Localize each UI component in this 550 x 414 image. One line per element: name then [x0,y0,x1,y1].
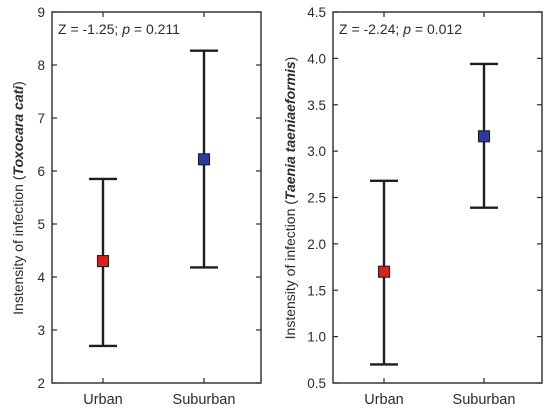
y-tick-label: 2 [37,376,45,391]
panel-taenia: Instensity of infection (Taenia taeniaef… [282,5,543,408]
plot-frame [51,11,262,384]
y-tick-label: 1.5 [307,283,326,298]
x-tick-label: Urban [83,392,123,408]
mean-point [377,265,391,278]
plot-frame [332,11,543,384]
y-tick-label: 9 [37,5,45,20]
y-tick-label: 3.5 [307,98,326,113]
y-tick-label: 4 [37,270,45,285]
panel-toxocara: Instensity of infection (Toxocara cati) … [10,5,262,408]
mean-point [197,153,211,166]
y-tick-label: 1.0 [307,330,326,345]
y-axis-ticks: 0.5 1.0 1.5 2.0 2.5 3.0 3.5 4.0 4.5 [307,5,542,391]
mean-point [96,255,110,268]
x-tick-label: Suburban [453,392,516,408]
y-tick-label: 2.0 [307,237,326,252]
x-tick-label: Urban [364,392,404,408]
y-tick-label: 6 [37,164,45,179]
stat-annotation: Z = -1.25; p = 0.211 [58,21,180,37]
stat-annotation: Z = -2.24; p = 0.012 [339,21,462,37]
y-axis-ticks: 2 3 4 5 6 7 8 9 [37,5,261,391]
y-tick-label: 2.5 [307,191,326,206]
y-tick-label: 5 [37,217,45,232]
x-axis-ticks: Urban Suburban [83,12,235,408]
mean-point [477,130,491,143]
y-tick-label: 8 [37,58,45,73]
y-tick-label: 4.0 [307,51,326,66]
y-axis-title: Instensity of infection (Toxocara cati) [10,81,26,315]
data-marks [370,62,498,366]
x-axis-ticks: Urban Suburban [364,12,515,408]
y-tick-label: 3.0 [307,144,326,159]
y-axis-title: Instensity of infection (Taenia taeniaef… [282,57,298,340]
data-marks [89,49,218,348]
y-tick-label: 3 [37,323,45,338]
y-tick-label: 0.5 [307,376,326,391]
x-tick-label: Suburban [173,392,236,408]
y-tick-label: 7 [37,111,45,126]
y-tick-label: 4.5 [307,5,326,20]
